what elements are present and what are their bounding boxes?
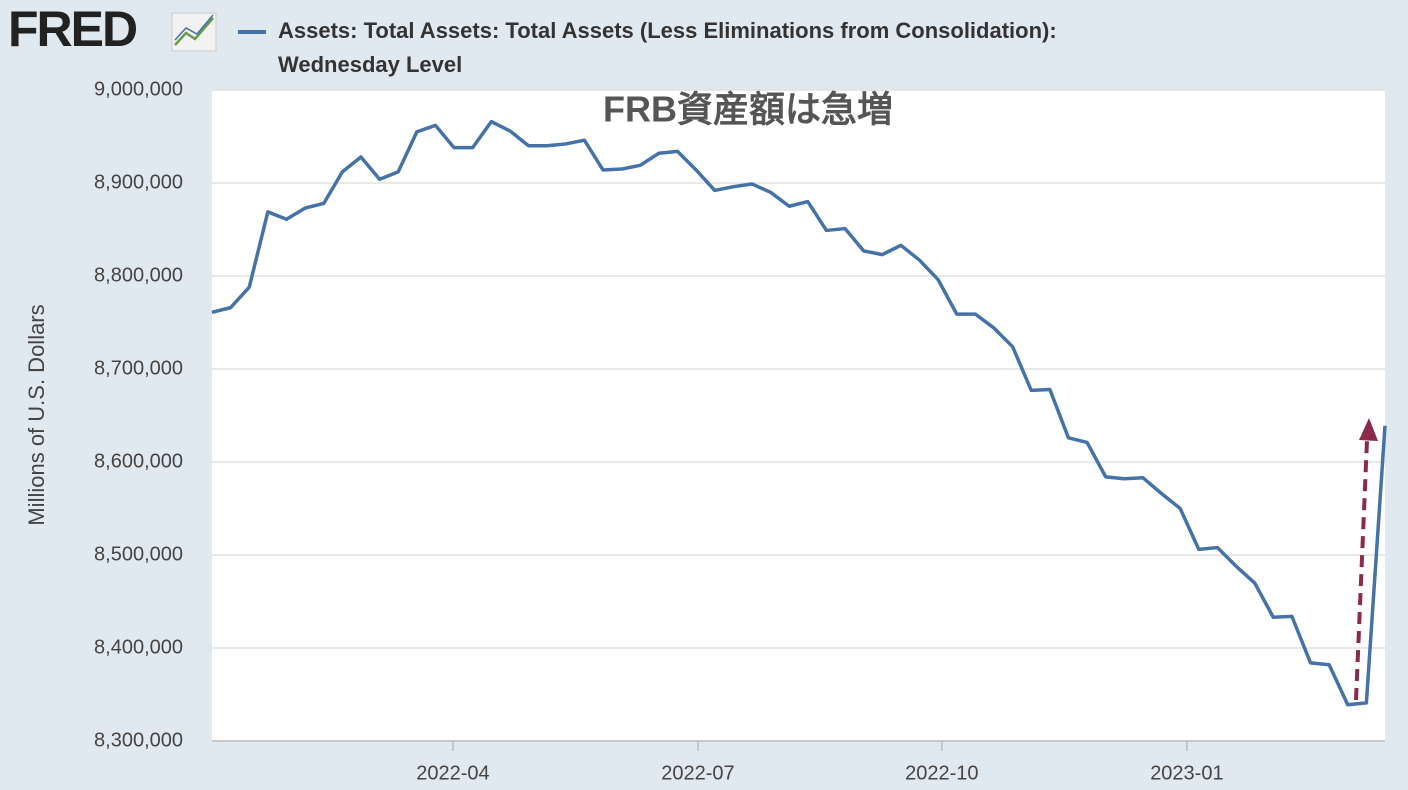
y-tick-label: 8,900,000	[94, 171, 183, 193]
plot-area	[212, 90, 1385, 741]
y-tick-label: 8,800,000	[94, 264, 183, 286]
x-tick-label: 2022-07	[661, 762, 734, 784]
legend-entry: Assets: Total Assets: Total Assets (Less…	[278, 18, 1057, 77]
x-tick-label: 2022-10	[905, 762, 978, 784]
data-line	[211, 119, 1387, 707]
logo-icon	[171, 12, 217, 52]
logo: FRED	[8, 1, 137, 57]
y-tick-label: 8,500,000	[94, 543, 183, 565]
x-tick-label: 2023-01	[1150, 762, 1223, 784]
y-tick-label: 8,600,000	[94, 450, 183, 472]
annotation: FRB資産額は急増	[603, 89, 893, 130]
y-tick-label: 8,400,000	[94, 636, 183, 658]
y-tick-label: 8,300,000	[94, 729, 183, 751]
y-tick-label: 8,700,000	[94, 357, 183, 379]
y-axis-label: Millions of U.S. Dollars	[24, 304, 49, 525]
x-tick-label: 2022-04	[416, 762, 489, 784]
annotation-arrow	[1354, 418, 1378, 701]
y-tick-label: 9,000,000	[94, 78, 183, 100]
